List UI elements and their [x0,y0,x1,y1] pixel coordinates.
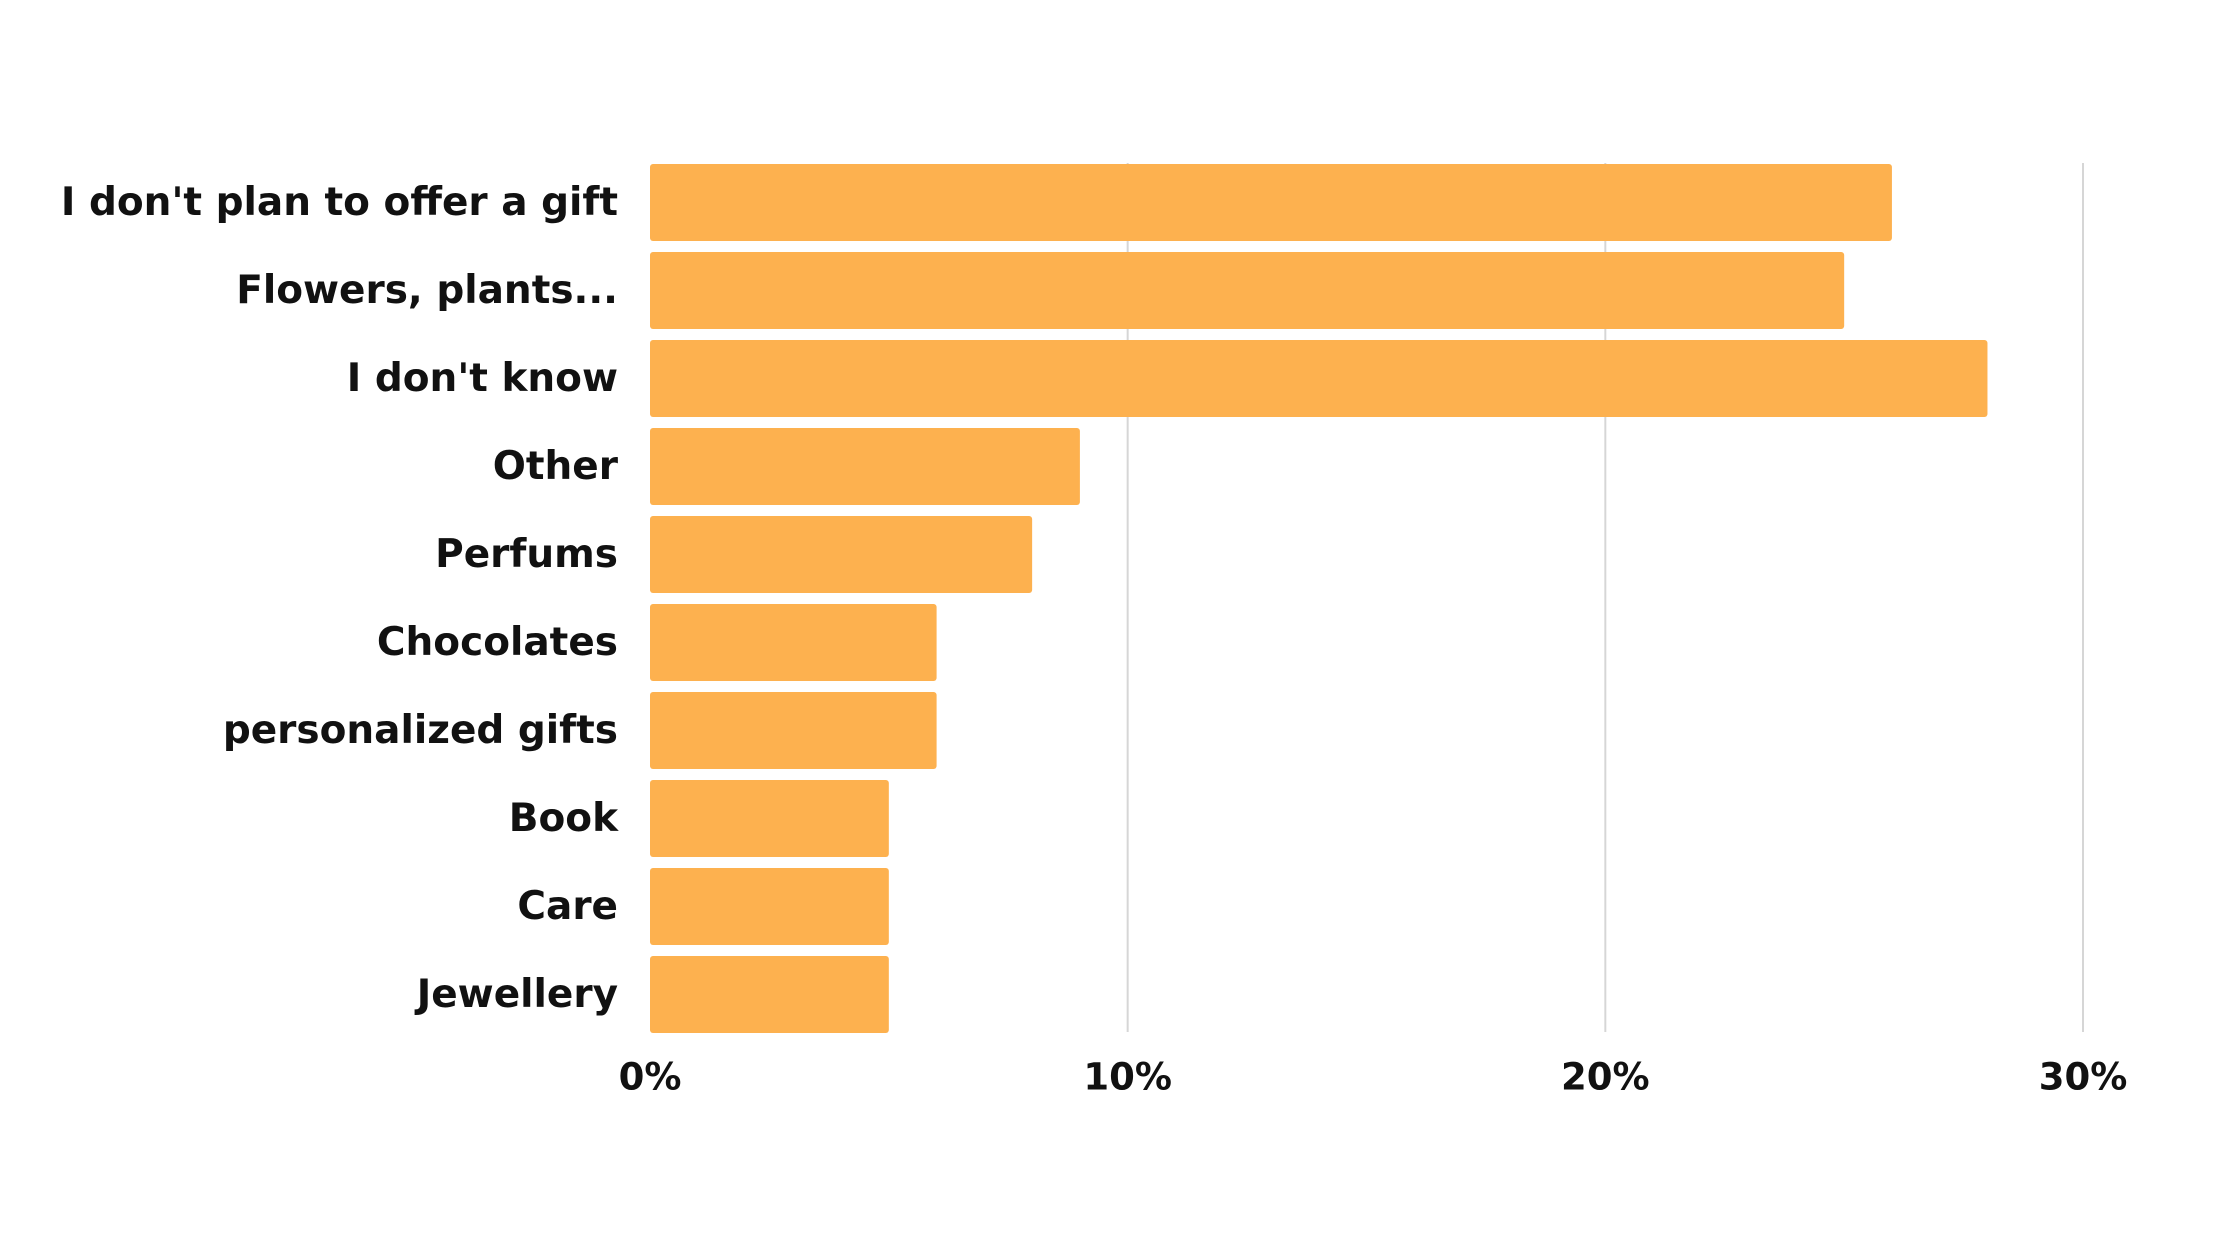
x-tick-label: 0% [619,1056,682,1099]
bar [650,340,1988,417]
category-label: I don't know [347,356,618,401]
bar [650,956,889,1033]
bar [650,516,1033,593]
category-label: Jewellery [414,972,618,1017]
category-label: Care [517,884,618,929]
x-tick-label: 30% [2039,1056,2128,1099]
bar [650,692,937,769]
category-label: Perfums [435,532,618,577]
category-label: Other [493,444,619,489]
category-label: Flowers, plants... [236,268,618,313]
category-label: Book [509,796,619,841]
x-axis-tick-labels: 0% 10% 20% 30% [619,1056,2128,1099]
bar [650,252,1845,329]
bar [650,164,1892,241]
category-labels: I don't plan to offer a gift Flowers, pla… [61,180,619,1017]
category-label: personalized gifts [223,708,618,753]
x-tick-label: 20% [1561,1056,1650,1099]
x-tick-label: 10% [1083,1056,1172,1099]
category-label: Chocolates [377,620,618,665]
bar [650,604,937,681]
bars [650,164,1988,1033]
bar [650,868,889,945]
bar [650,780,889,857]
bar [650,428,1080,505]
category-label: I don't plan to offer a gift [61,180,618,225]
